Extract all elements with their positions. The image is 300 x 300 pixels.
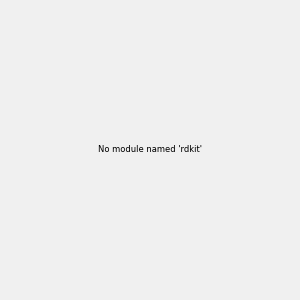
Text: No module named 'rdkit': No module named 'rdkit' [98, 146, 202, 154]
